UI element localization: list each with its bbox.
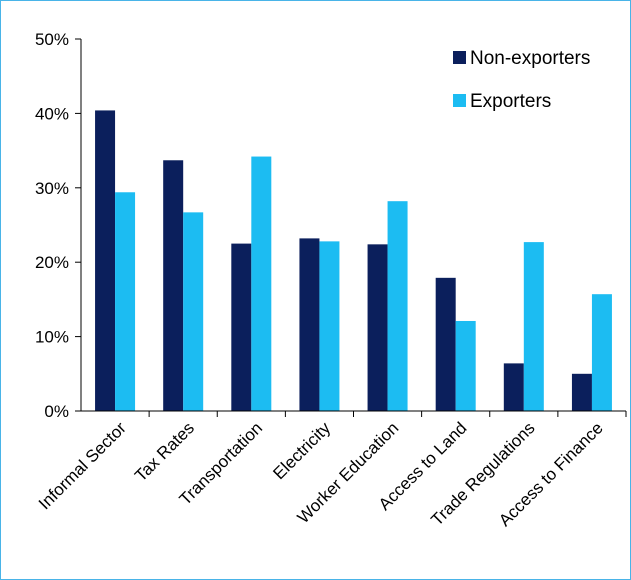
y-tick-label: 40% (35, 104, 69, 123)
y-tick-label: 10% (35, 328, 69, 347)
legend: Non-exporters Exporters (453, 48, 590, 112)
y-tick-label: 0% (44, 402, 69, 421)
bar-exporters (591, 294, 612, 411)
y-axis-ticks: 0% 10% 20% 30% 40% 50% (35, 30, 81, 421)
bar-non-exporters (503, 363, 524, 411)
y-tick-label: 20% (35, 253, 69, 272)
bar-exporters (183, 212, 204, 411)
y-tick-label: 50% (35, 30, 69, 49)
bar-exporters (455, 320, 476, 411)
bar-non-exporters (95, 110, 116, 411)
bar-non-exporters (571, 373, 592, 411)
x-category-label: Tax Rates (131, 418, 198, 485)
y-tick-label: 30% (35, 179, 69, 198)
bars (95, 110, 612, 411)
x-category-label: Informal Sector (35, 418, 130, 513)
x-category-label: Electricity (269, 418, 334, 483)
legend-swatch (453, 94, 466, 107)
bar-exporters (523, 242, 544, 411)
axes (80, 39, 627, 417)
legend-swatch (453, 51, 466, 64)
bar-non-exporters (231, 243, 252, 411)
legend-label: Non-exporters (470, 48, 590, 69)
bar-non-exporters (163, 160, 184, 411)
bar-exporters (115, 192, 136, 411)
bar-exporters (251, 156, 272, 411)
legend-label: Exporters (470, 91, 551, 112)
bar-non-exporters (435, 277, 456, 411)
bar-exporters (387, 201, 408, 411)
bar-non-exporters (367, 244, 388, 411)
bar-exporters (319, 241, 340, 411)
bar-non-exporters (299, 238, 320, 411)
